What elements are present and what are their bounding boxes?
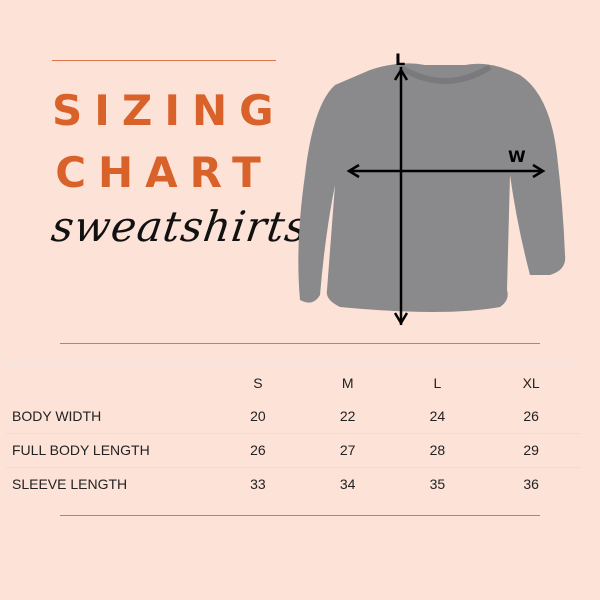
cell: 26 (523, 407, 539, 424)
row-label: FULL BODY LENGTH (6, 432, 213, 467)
table-header-row: S M L XL (6, 365, 580, 399)
cell: 24 (429, 407, 446, 424)
row-label: BODY WIDTH (12, 407, 102, 424)
title-sizing: SIZING (52, 86, 286, 135)
cell: 34 (302, 466, 393, 501)
length-label: L (395, 50, 405, 69)
cell: 20 (250, 407, 266, 424)
cell: 28 (392, 432, 483, 467)
table-row: BODY WIDTH 20 22 24 26 (6, 399, 580, 433)
size-table: S M L XL BODY WIDTH 20 22 24 26 FULL BOD… (6, 364, 580, 501)
top-divider (52, 60, 276, 61)
cell: 36 (482, 466, 580, 501)
header-s: S (253, 374, 263, 391)
row-label: SLEEVE LENGTH (6, 466, 213, 501)
width-label: W (508, 147, 526, 166)
table-row: FULL BODY LENGTH 26 27 28 29 (6, 432, 580, 467)
middle-divider (60, 343, 540, 344)
header-blank (6, 365, 213, 399)
bottom-divider (60, 515, 540, 516)
cell: 35 (392, 466, 483, 501)
cell: 33 (213, 466, 303, 501)
cell: 27 (302, 432, 393, 467)
header-xl: XL (522, 374, 540, 391)
cell: 29 (482, 432, 580, 467)
title-chart: CHART (55, 148, 273, 197)
table-row: SLEEVE LENGTH 33 34 35 36 (6, 466, 580, 501)
cell: 22 (339, 407, 356, 424)
header-m: M (341, 374, 354, 391)
cell: 26 (213, 432, 303, 467)
sweatshirt-diagram: L W (298, 50, 566, 326)
sweatshirt-image (298, 63, 566, 313)
header-l: L (433, 374, 442, 391)
title-script: sweatshirts (48, 202, 312, 251)
